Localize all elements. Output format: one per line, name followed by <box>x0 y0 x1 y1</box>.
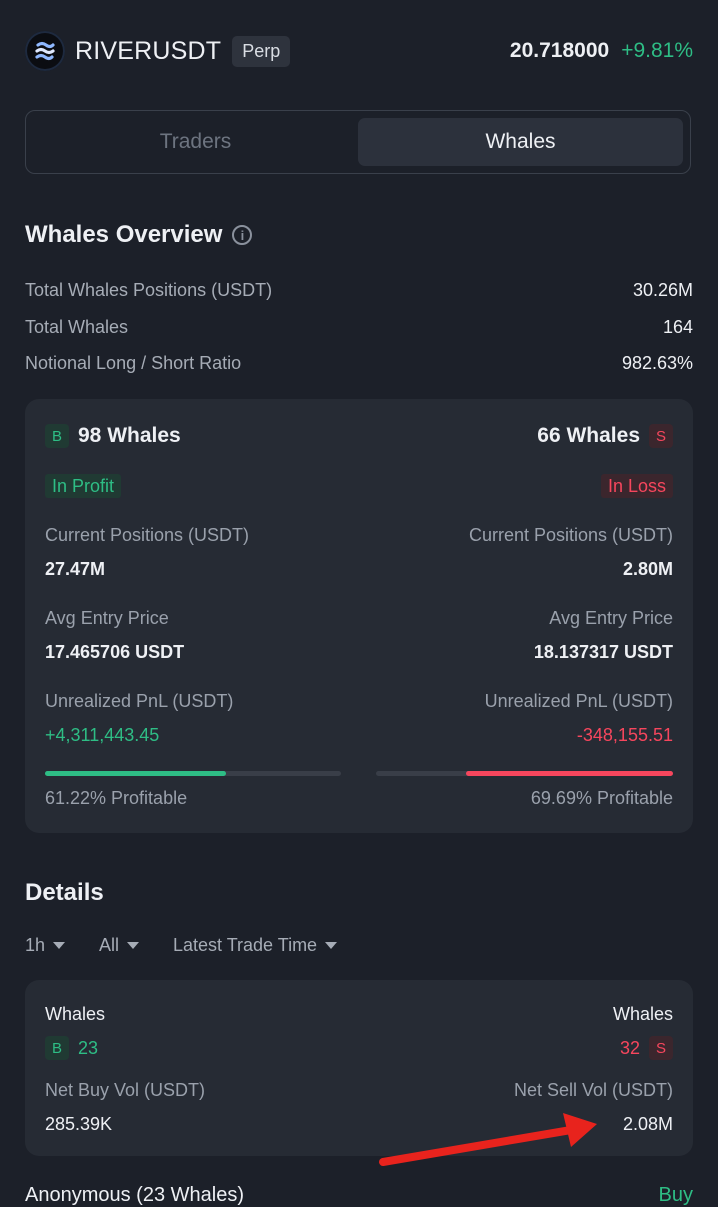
long-profit-bar <box>45 771 341 776</box>
short-entry-value: 18.137317 USDT <box>533 642 673 662</box>
long-positions-label: Current Positions (USDT) <box>45 525 250 545</box>
net-buy-value: 285.39K <box>45 1114 113 1134</box>
overview-title: Whales Overview i <box>25 221 253 249</box>
buy-side-badge: B <box>45 1036 69 1060</box>
short-whales-header: 66 Whales S <box>537 424 673 448</box>
segment-tabs: Traders Whales <box>25 110 691 174</box>
stat-value: 30.26M <box>632 280 693 300</box>
details-title: Details <box>25 879 104 907</box>
info-icon[interactable]: i <box>232 225 253 245</box>
annotation-arrow <box>379 1113 597 1166</box>
net-sell-value: 2.08M <box>622 1114 673 1134</box>
sell-whales-count: 32 <box>619 1037 640 1058</box>
filter-sort[interactable]: Latest Trade Time <box>173 935 338 956</box>
chevron-down-icon <box>127 942 140 949</box>
long-pnl-label: Unrealized PnL (USDT) <box>45 691 234 711</box>
short-profit-bar-fill <box>466 771 673 776</box>
long-entry-label: Avg Entry Price <box>45 608 169 628</box>
overview-title-text: Whales Overview <box>25 221 223 248</box>
buy-whales-count: 23 <box>78 1037 99 1058</box>
filter-side[interactable]: All <box>99 935 140 956</box>
chevron-down-icon <box>325 942 338 949</box>
long-entry-value: 17.465706 USDT <box>45 642 185 662</box>
filter-timeframe-label: 1h <box>25 935 46 955</box>
stat-label: Total Whales <box>25 317 129 337</box>
short-profit-bar <box>376 771 673 776</box>
anonymous-whales-row-side: Buy <box>658 1184 693 1206</box>
short-pnl-value: -348,155.51 <box>576 725 673 745</box>
filter-side-label: All <box>99 935 120 955</box>
stat-value: 982.63% <box>621 353 693 373</box>
price-change: +9.81% <box>621 39 693 62</box>
in-profit-label: In Profit <box>45 474 122 498</box>
long-profitable-text: 61.22% Profitable <box>45 788 188 808</box>
in-profit-tag: In Profit <box>45 474 122 498</box>
tab-whales[interactable]: Whales <box>358 118 683 166</box>
anonymous-whales-row-label[interactable]: Anonymous (23 Whales) <box>25 1184 244 1206</box>
long-short-card: B 98 Whales In Profit Current Positions … <box>25 399 693 833</box>
stat-label: Total Whales Positions (USDT) <box>25 280 273 300</box>
net-sell-label: Net Sell Vol (USDT) <box>513 1080 673 1100</box>
long-positions-value: 27.47M <box>45 559 106 579</box>
last-price: 20.718000 <box>509 39 610 62</box>
contract-type-badge: Perp <box>232 35 291 67</box>
short-positions-label: Current Positions (USDT) <box>468 525 673 545</box>
long-profit-bar-fill <box>45 771 227 776</box>
short-positions-value: 2.80M <box>622 559 673 579</box>
long-whales-count: 98 Whales <box>78 424 181 447</box>
stat-row-total-positions: Total Whales Positions (USDT) 30.26M <box>25 280 693 301</box>
filter-sort-label: Latest Trade Time <box>173 935 318 955</box>
short-profitable-text: 69.69% Profitable <box>530 788 673 808</box>
in-loss-tag: In Loss <box>600 474 673 498</box>
stat-row-total-whales: Total Whales 164 <box>25 317 693 338</box>
buy-whales-label: Whales <box>45 1004 106 1024</box>
sell-side-badge: S <box>649 1036 673 1060</box>
short-pnl-label: Unrealized PnL (USDT) <box>484 691 673 711</box>
sell-side-badge: S <box>649 424 673 448</box>
river-logo-icon <box>25 31 65 71</box>
short-entry-label: Avg Entry Price <box>549 608 673 628</box>
details-card: Whales B 23 Net Buy Vol (USDT) 285.39K W… <box>25 980 693 1156</box>
buy-whales-row: B 23 <box>45 1036 98 1060</box>
sell-whales-row: 32 S <box>620 1036 673 1060</box>
symbol-name[interactable]: RIVERUSDT <box>75 36 222 65</box>
header: RIVERUSDT Perp 20.718000 +9.81% <box>25 30 693 72</box>
stat-row-long-short-ratio: Notional Long / Short Ratio 982.63% <box>25 353 693 374</box>
tab-traders[interactable]: Traders <box>159 130 232 153</box>
stat-value: 164 <box>662 317 693 337</box>
details-title-text: Details <box>25 879 104 906</box>
stat-label: Notional Long / Short Ratio <box>25 353 242 373</box>
net-buy-label: Net Buy Vol (USDT) <box>45 1080 206 1100</box>
chevron-down-icon <box>53 942 66 949</box>
long-whales-header: B 98 Whales <box>45 424 181 448</box>
short-whales-count: 66 Whales <box>537 424 640 447</box>
long-pnl-value: +4,311,443.45 <box>45 725 160 745</box>
buy-side-badge: B <box>45 424 69 448</box>
sell-whales-label: Whales <box>612 1004 673 1024</box>
in-loss-label: In Loss <box>600 474 673 498</box>
filter-timeframe[interactable]: 1h <box>25 935 66 956</box>
